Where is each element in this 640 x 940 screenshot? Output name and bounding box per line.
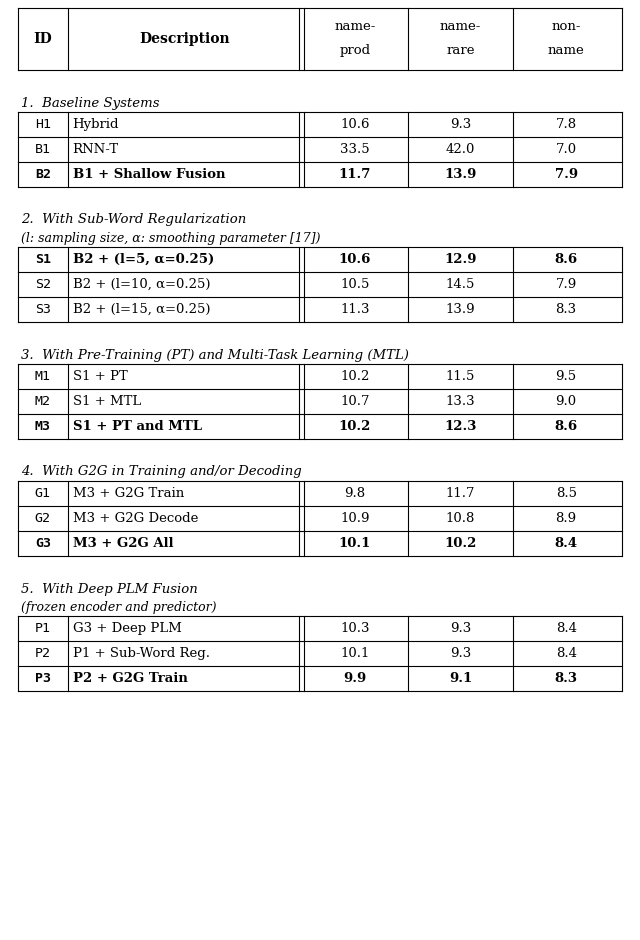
Text: P2 + G2G Train: P2 + G2G Train (72, 672, 188, 685)
Text: prod: prod (339, 43, 371, 56)
Text: B2: B2 (35, 168, 51, 181)
Text: M2: M2 (35, 395, 51, 408)
Text: 10.2: 10.2 (340, 370, 369, 383)
Text: M3 + G2G All: M3 + G2G All (72, 537, 173, 550)
Text: M3 + G2G Decode: M3 + G2G Decode (72, 512, 198, 525)
Text: 8.5: 8.5 (556, 487, 577, 500)
Text: 8.6: 8.6 (555, 420, 578, 433)
Text: 8.4: 8.4 (556, 647, 577, 660)
Text: 1.  Baseline Systems: 1. Baseline Systems (21, 97, 159, 109)
Text: 9.3: 9.3 (450, 647, 471, 660)
Text: P1 + Sub-Word Reg.: P1 + Sub-Word Reg. (72, 647, 209, 660)
Text: 33.5: 33.5 (340, 143, 369, 156)
Text: B1: B1 (35, 143, 51, 156)
Text: 9.8: 9.8 (344, 487, 365, 500)
Text: 8.9: 8.9 (556, 512, 577, 525)
Text: P3: P3 (35, 672, 51, 685)
Text: non-: non- (552, 20, 581, 33)
Text: 7.9: 7.9 (556, 278, 577, 291)
Text: 11.3: 11.3 (340, 303, 369, 316)
Text: 8.3: 8.3 (556, 303, 577, 316)
Text: 9.5: 9.5 (556, 370, 577, 383)
Text: H1: H1 (35, 118, 51, 131)
Text: ID: ID (33, 32, 52, 46)
Text: rare: rare (446, 43, 475, 56)
Text: G2: G2 (35, 512, 51, 525)
Text: 9.9: 9.9 (343, 672, 366, 685)
Text: 12.9: 12.9 (444, 253, 477, 266)
Text: G3: G3 (35, 537, 51, 550)
Text: (frozen encoder and predictor): (frozen encoder and predictor) (21, 602, 216, 615)
Text: 10.1: 10.1 (339, 537, 371, 550)
Text: G1: G1 (35, 487, 51, 500)
Text: 13.9: 13.9 (444, 168, 477, 181)
Text: 10.8: 10.8 (445, 512, 475, 525)
Text: P1: P1 (35, 622, 51, 635)
Text: S3: S3 (35, 303, 51, 316)
Text: B2 + (l=15, α=0.25): B2 + (l=15, α=0.25) (72, 303, 210, 316)
Text: 4.  With G2G in Training and/or Decoding: 4. With G2G in Training and/or Decoding (21, 465, 301, 478)
Text: name-: name- (334, 20, 376, 33)
Text: M3: M3 (35, 420, 51, 433)
Text: S1 + PT: S1 + PT (72, 370, 127, 383)
Text: 12.3: 12.3 (444, 420, 477, 433)
Text: B1 + Shallow Fusion: B1 + Shallow Fusion (72, 168, 225, 181)
Text: S1 + PT and MTL: S1 + PT and MTL (72, 420, 202, 433)
Text: 5.  With Deep PLM Fusion: 5. With Deep PLM Fusion (21, 583, 198, 596)
Text: 42.0: 42.0 (445, 143, 475, 156)
Text: RNN-T: RNN-T (72, 143, 118, 156)
Text: 11.5: 11.5 (445, 370, 475, 383)
Text: P2: P2 (35, 647, 51, 660)
Text: 9.3: 9.3 (450, 118, 471, 131)
Text: 10.7: 10.7 (340, 395, 369, 408)
Text: 10.5: 10.5 (340, 278, 369, 291)
Text: M3 + G2G Train: M3 + G2G Train (72, 487, 184, 500)
Text: 3.  With Pre-Training (PT) and Multi-Task Learning (MTL): 3. With Pre-Training (PT) and Multi-Task… (21, 349, 409, 362)
Text: 14.5: 14.5 (445, 278, 475, 291)
Text: S2: S2 (35, 278, 51, 291)
Text: 13.9: 13.9 (445, 303, 476, 316)
Text: 10.9: 10.9 (340, 512, 369, 525)
Text: Hybrid: Hybrid (72, 118, 119, 131)
Text: 10.2: 10.2 (444, 537, 477, 550)
Text: (l: sampling size, α: smoothing parameter [17]): (l: sampling size, α: smoothing paramete… (21, 232, 321, 245)
Text: 8.3: 8.3 (555, 672, 578, 685)
Text: 9.1: 9.1 (449, 672, 472, 685)
Text: name: name (548, 43, 584, 56)
Text: 7.8: 7.8 (556, 118, 577, 131)
Text: 10.3: 10.3 (340, 622, 369, 635)
Text: S1: S1 (35, 253, 51, 266)
Text: 13.3: 13.3 (445, 395, 476, 408)
Text: 2.  With Sub-Word Regularization: 2. With Sub-Word Regularization (21, 213, 246, 227)
Text: M1: M1 (35, 370, 51, 383)
Text: 9.3: 9.3 (450, 622, 471, 635)
Text: 11.7: 11.7 (445, 487, 475, 500)
Text: 8.4: 8.4 (556, 622, 577, 635)
Text: 7.9: 7.9 (555, 168, 578, 181)
Text: 11.7: 11.7 (339, 168, 371, 181)
Text: 8.6: 8.6 (555, 253, 578, 266)
Text: 10.2: 10.2 (339, 420, 371, 433)
Text: 10.6: 10.6 (339, 253, 371, 266)
Text: name-: name- (440, 20, 481, 33)
Text: 10.1: 10.1 (340, 647, 369, 660)
Text: 9.0: 9.0 (556, 395, 577, 408)
Text: 10.6: 10.6 (340, 118, 369, 131)
Text: G3 + Deep PLM: G3 + Deep PLM (72, 622, 181, 635)
Text: Description: Description (140, 32, 230, 46)
Text: B2 + (l=5, α=0.25): B2 + (l=5, α=0.25) (72, 253, 214, 266)
Text: 8.4: 8.4 (555, 537, 578, 550)
Text: 7.0: 7.0 (556, 143, 577, 156)
Text: S1 + MTL: S1 + MTL (72, 395, 141, 408)
Text: B2 + (l=10, α=0.25): B2 + (l=10, α=0.25) (72, 278, 210, 291)
